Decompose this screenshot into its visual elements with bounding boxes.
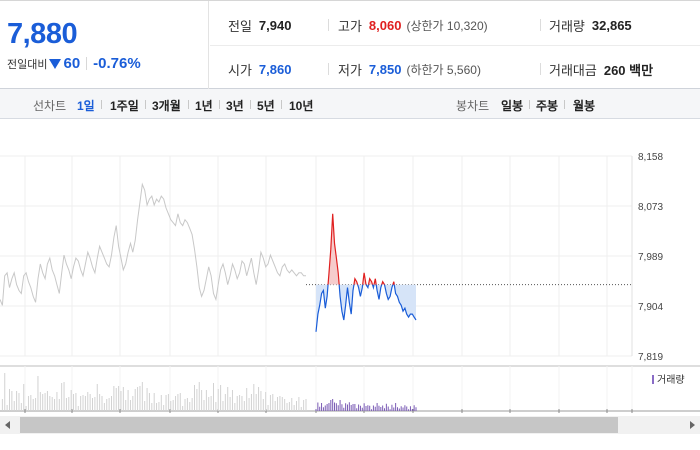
open-label: 시가 [228, 63, 252, 78]
lower-limit: (하한가 5,560) [406, 63, 481, 77]
high-value: 8,060 [368, 18, 402, 33]
quote-header: 7,880 전일대비 60 -0.76% 전일 7,940 고가 8,060 (… [0, 0, 700, 89]
volume-value: 32,865 [591, 18, 632, 33]
toolbar-divider [188, 100, 189, 109]
tab-candle-weekly[interactable]: 주봉 [536, 99, 559, 113]
chart-scrollbar-thumb[interactable] [20, 417, 618, 433]
candle-chart-label: 봉차트 [456, 99, 490, 113]
change-row: 전일대비 60 -0.76% [7, 55, 141, 72]
low-label: 저가 [338, 63, 362, 78]
tab-period-3m[interactable]: 3개월 [152, 99, 181, 113]
high-label: 고가 [338, 19, 362, 34]
current-price-box: 7,880 전일대비 60 -0.76% [0, 1, 209, 89]
tab-period-1y[interactable]: 1년 [195, 99, 213, 113]
toolbar-divider [529, 100, 530, 109]
open-stat: 시가 7,860 [228, 60, 291, 79]
toolbar-divider [250, 100, 251, 109]
down-triangle-icon [49, 58, 62, 69]
trade-value-value: 260 백만 [603, 63, 654, 78]
prev-close-label: 전일 [228, 19, 252, 34]
today-line-down [315, 284, 417, 332]
today-down-area [316, 284, 416, 332]
tab-period-1w[interactable]: 1주일 [110, 99, 139, 113]
header-row-divider [210, 45, 700, 46]
current-price: 7,880 [7, 18, 78, 50]
trade-value-label: 거래대금 [549, 63, 597, 78]
volume-label: 거래량 [549, 19, 585, 34]
y-tick-label: 7,904 [638, 302, 663, 313]
change-divider [86, 57, 88, 70]
open-value: 7,860 [258, 62, 292, 77]
trade-value-stat: 거래대금 260 백만 [549, 60, 653, 79]
toolbar-divider [145, 100, 146, 109]
y-tick-label: 7,819 [638, 352, 663, 363]
line-chart-label: 선차트 [33, 99, 67, 113]
change-label: 전일대비 [7, 58, 48, 71]
volume-legend-swatch [652, 375, 654, 384]
change-amount: 60 [63, 55, 81, 72]
tab-period-1d[interactable]: 1일 [77, 99, 95, 113]
y-tick-label: 7,989 [638, 252, 663, 263]
prev-close-stat: 전일 7,940 [228, 16, 291, 35]
change-percent: -0.76% [93, 55, 141, 72]
toolbar-divider [564, 100, 565, 109]
toolbar-divider [101, 100, 102, 109]
price-chart: 8,158 8,073 7,989 7,904 7,819 거래량 [0, 120, 700, 416]
tab-period-5y[interactable]: 5년 [257, 99, 275, 113]
stat-divider [540, 63, 541, 75]
today-line-up [327, 213, 395, 285]
upper-limit: (상한가 10,320) [406, 19, 488, 33]
y-tick-label: 8,158 [638, 152, 663, 163]
stat-divider [328, 19, 329, 31]
chart-background [0, 120, 700, 416]
low-stat: 저가 7,850 (하한가 5,560) [338, 60, 481, 79]
previous-day-line [0, 182, 306, 306]
y-tick-label: 8,073 [638, 202, 663, 213]
tab-period-10y[interactable]: 10년 [289, 99, 314, 113]
volume-stat: 거래량 32,865 [549, 16, 632, 35]
low-value: 7,850 [368, 62, 402, 77]
prev-close-value: 7,940 [258, 18, 292, 33]
tab-candle-daily[interactable]: 일봉 [501, 99, 524, 113]
tab-candle-monthly[interactable]: 월봉 [573, 99, 596, 113]
tab-period-3y[interactable]: 3년 [226, 99, 244, 113]
toolbar-divider [281, 100, 282, 109]
stat-divider [328, 63, 329, 75]
chart-toolbar: 선차트 1일 1주일 3개월 1년 3년 5년 10년 봉차트 일봉 주봉 월봉 [0, 89, 700, 119]
volume-legend-label: 거래량 [657, 374, 685, 386]
scroll-right-arrow-icon[interactable] [690, 421, 695, 429]
high-stat: 고가 8,060 (상한가 10,320) [338, 16, 488, 35]
scroll-left-arrow-icon[interactable] [5, 421, 10, 429]
stat-divider [540, 19, 541, 31]
toolbar-divider [219, 100, 220, 109]
